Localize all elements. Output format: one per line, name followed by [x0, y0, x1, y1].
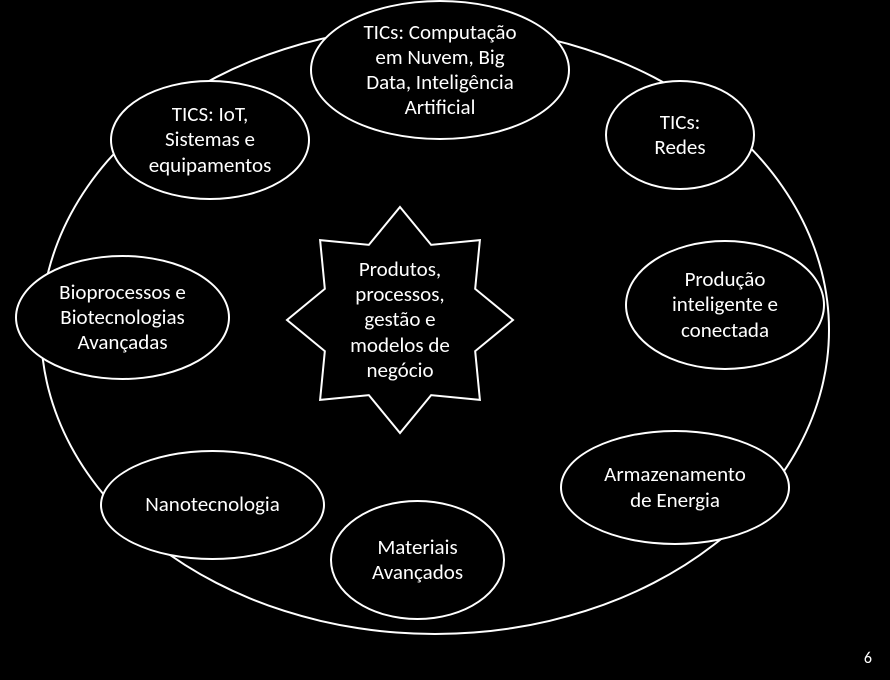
node-label: Armazenamento de Energia — [604, 462, 746, 512]
node-label: TICS: IoT, Sistemas e equipamentos — [149, 102, 272, 178]
node-tics-cloud: TICs: Computação em Nuvem, Big Data, Int… — [310, 0, 570, 140]
node-label: Bioprocessos e Biotecnologias Avançadas — [59, 280, 186, 356]
node-bioprocessos: Bioprocessos e Biotecnologias Avançadas — [15, 255, 230, 380]
page-number: 6 — [864, 649, 872, 668]
node-label: Nanotecnologia — [145, 492, 280, 517]
node-label: Produção inteligente e conectada — [672, 267, 778, 343]
node-producao: Produção inteligente e conectada — [625, 240, 825, 370]
node-tics-iot: TICS: IoT, Sistemas e equipamentos — [110, 80, 310, 200]
node-materiais: Materiais Avançados — [330, 500, 505, 620]
center-label: Produtos, processos, gestão e modelos de… — [350, 257, 450, 383]
node-tics-redes: TICs: Redes — [605, 80, 755, 190]
node-armazenamento: Armazenamento de Energia — [560, 430, 790, 545]
node-nanotecnologia: Nanotecnologia — [100, 450, 325, 560]
node-label: TICs: Redes — [654, 110, 705, 160]
node-label: Materiais Avançados — [372, 535, 463, 585]
center-star: Produtos, processos, gestão e modelos de… — [285, 205, 515, 435]
node-label: TICs: Computação em Nuvem, Big Data, Int… — [363, 20, 516, 121]
